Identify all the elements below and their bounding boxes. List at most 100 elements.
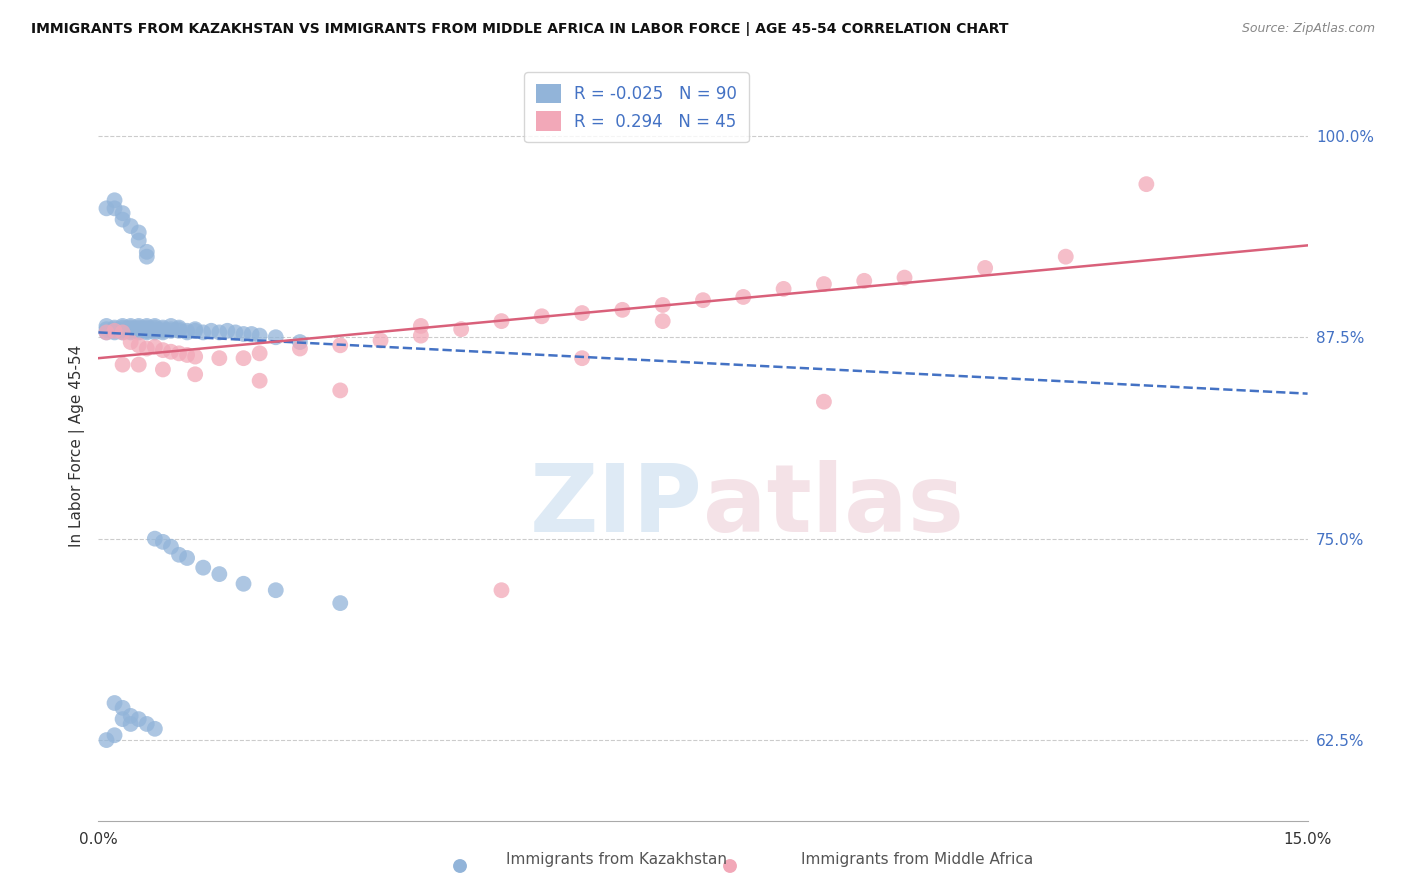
- Point: [111, 701, 134, 715]
- Point: [651, 314, 673, 328]
- Point: [329, 338, 352, 352]
- Point: [329, 384, 352, 398]
- Legend: R = -0.025   N = 90, R =  0.294   N = 45: R = -0.025 N = 90, R = 0.294 N = 45: [524, 72, 749, 143]
- Point: [96, 202, 118, 216]
- Point: [120, 326, 142, 340]
- Point: [264, 583, 287, 598]
- Point: [160, 322, 183, 336]
- Point: [450, 322, 472, 336]
- Point: [103, 194, 125, 208]
- Point: [160, 344, 183, 359]
- Point: [733, 290, 755, 304]
- Point: [208, 567, 231, 582]
- Point: [1135, 177, 1157, 191]
- Point: [217, 324, 239, 338]
- Point: [143, 322, 166, 336]
- Point: [111, 324, 134, 338]
- Point: [103, 324, 125, 338]
- Point: [193, 326, 215, 340]
- Point: [96, 326, 118, 340]
- Point: [571, 351, 593, 366]
- Point: [224, 326, 246, 340]
- Point: [111, 322, 134, 336]
- Point: [143, 340, 166, 354]
- Point: [135, 250, 157, 264]
- Point: [571, 306, 593, 320]
- Point: [135, 322, 157, 336]
- Point: [232, 576, 254, 591]
- Point: [143, 532, 166, 546]
- Text: Immigrants from Middle Africa: Immigrants from Middle Africa: [801, 852, 1033, 867]
- Point: [128, 326, 150, 340]
- Point: [96, 326, 118, 340]
- Point: [103, 202, 125, 216]
- Point: [193, 560, 215, 574]
- Point: [96, 322, 118, 336]
- Point: [152, 324, 174, 338]
- Point: [208, 326, 231, 340]
- Point: [176, 348, 198, 362]
- Point: [249, 346, 271, 360]
- Point: [135, 717, 157, 731]
- Point: [128, 358, 150, 372]
- Point: [288, 334, 311, 349]
- Text: IMMIGRANTS FROM KAZAKHSTAN VS IMMIGRANTS FROM MIDDLE AFRICA IN LABOR FORCE | AGE: IMMIGRANTS FROM KAZAKHSTAN VS IMMIGRANTS…: [31, 22, 1008, 37]
- Point: [772, 282, 794, 296]
- Point: [103, 320, 125, 334]
- Point: [135, 320, 157, 334]
- Point: [249, 328, 271, 343]
- Point: [96, 318, 118, 333]
- Point: [111, 358, 134, 372]
- Point: [491, 314, 513, 328]
- Text: atlas: atlas: [703, 460, 965, 552]
- Point: [813, 277, 835, 291]
- Point: [120, 320, 142, 334]
- Point: [128, 234, 150, 248]
- Point: [135, 342, 157, 356]
- Point: [184, 368, 207, 382]
- Point: [409, 328, 432, 343]
- Point: [128, 226, 150, 240]
- Point: [176, 324, 198, 338]
- Point: [152, 362, 174, 376]
- Point: [176, 326, 198, 340]
- Point: [96, 733, 118, 747]
- Point: [167, 548, 190, 562]
- Point: [167, 346, 190, 360]
- Point: [152, 322, 174, 336]
- Point: [692, 293, 714, 308]
- Point: [184, 322, 207, 336]
- Text: ZIP: ZIP: [530, 460, 703, 552]
- Point: [120, 318, 142, 333]
- Point: [853, 274, 876, 288]
- Point: [120, 324, 142, 338]
- Point: [152, 343, 174, 358]
- Point: [120, 709, 142, 723]
- Point: [120, 322, 142, 336]
- Point: [135, 318, 157, 333]
- Point: [974, 260, 997, 275]
- Point: [152, 534, 174, 549]
- Point: [128, 318, 150, 333]
- Point: [184, 324, 207, 338]
- Point: [1054, 250, 1077, 264]
- Point: [143, 320, 166, 334]
- Point: [232, 326, 254, 341]
- Text: Immigrants from Kazakhstan: Immigrants from Kazakhstan: [506, 852, 727, 867]
- Point: [143, 722, 166, 736]
- Point: [120, 717, 142, 731]
- Point: [160, 318, 183, 333]
- Point: [128, 320, 150, 334]
- Point: [111, 712, 134, 726]
- Point: [718, 859, 741, 873]
- Point: [111, 320, 134, 334]
- Point: [128, 322, 150, 336]
- Point: [409, 318, 432, 333]
- Point: [449, 859, 471, 873]
- Point: [111, 206, 134, 220]
- Point: [128, 322, 150, 336]
- Point: [111, 326, 134, 340]
- Point: [530, 310, 553, 324]
- Point: [167, 324, 190, 338]
- Point: [120, 322, 142, 336]
